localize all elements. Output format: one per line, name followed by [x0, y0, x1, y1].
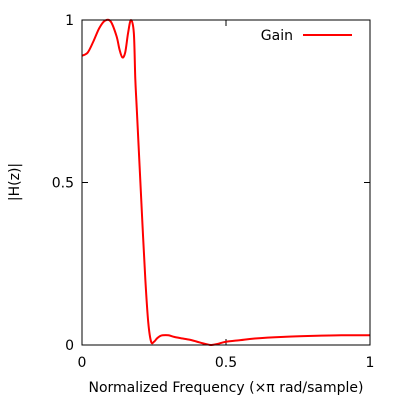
legend: Gain — [261, 28, 352, 44]
series-layer — [81, 18, 371, 347]
y-axis-label: |H(z)| — [7, 163, 23, 201]
x-tick-label: 1 — [366, 355, 375, 371]
chart-axes: 0 0.5 1 0 0.5 1 — [52, 13, 375, 371]
x-tick-label: 0 — [78, 355, 87, 371]
legend-label-gain: Gain — [261, 28, 293, 44]
y-tick-label: 1 — [65, 13, 74, 29]
plot-frame — [81, 19, 371, 346]
y-tick-label: 0.5 — [52, 176, 74, 192]
series-line-gain — [81, 18, 371, 347]
x-axis-label: Normalized Frequency (×π rad/sample) — [89, 380, 364, 396]
y-tick-label: 0 — [65, 338, 74, 354]
x-tick-label: 0.5 — [215, 355, 237, 371]
